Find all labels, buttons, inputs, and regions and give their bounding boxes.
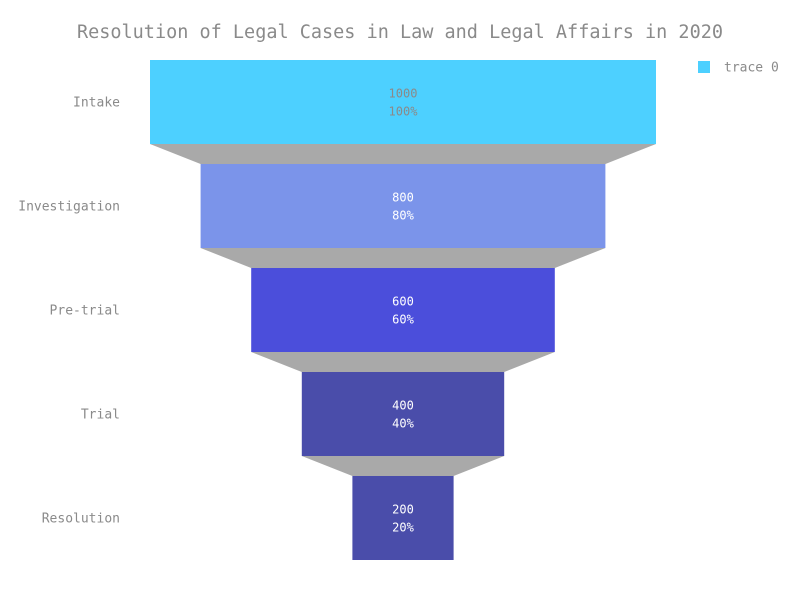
funnel-bar-intake[interactable] [150, 60, 656, 144]
funnel-connector [251, 352, 555, 372]
value-label: 400 [392, 399, 414, 413]
category-label: Intake [73, 96, 120, 111]
funnel-connector [150, 144, 656, 164]
funnel-connector [301, 456, 505, 476]
funnel-bar-investigation[interactable] [200, 164, 606, 248]
funnel-bars [150, 60, 656, 560]
percent-label: 100% [389, 105, 419, 119]
legend-swatch [698, 61, 710, 73]
category-label: Resolution [42, 512, 120, 527]
percent-label: 20% [392, 521, 414, 535]
percent-label: 60% [392, 313, 414, 327]
value-label: 800 [392, 191, 414, 205]
value-labels: 1000 100% 800 80% 600 60% 400 40% 200 20% [389, 87, 419, 535]
category-label: Pre-trial [50, 304, 120, 319]
value-label: 200 [392, 503, 414, 517]
funnel-connector [200, 248, 606, 268]
funnel-bar-resolution[interactable] [352, 476, 454, 560]
legend-entry-trace-0: trace 0 [724, 61, 779, 76]
category-label: Trial [81, 408, 120, 423]
percent-label: 40% [392, 417, 414, 431]
chart-title: Resolution of Legal Cases in Law and Leg… [77, 22, 723, 43]
percent-label: 80% [392, 209, 414, 223]
funnel-bar-pre-trial[interactable] [251, 268, 555, 352]
funnel-bar-trial[interactable] [301, 372, 505, 456]
funnel-connectors [150, 144, 656, 476]
legend[interactable]: trace 0 [698, 61, 779, 76]
value-label: 1000 [389, 87, 418, 101]
category-label: Investigation [18, 200, 120, 215]
value-label: 600 [392, 295, 414, 309]
category-labels: Intake Investigation Pre-trial Trial Resolut… [18, 96, 120, 527]
